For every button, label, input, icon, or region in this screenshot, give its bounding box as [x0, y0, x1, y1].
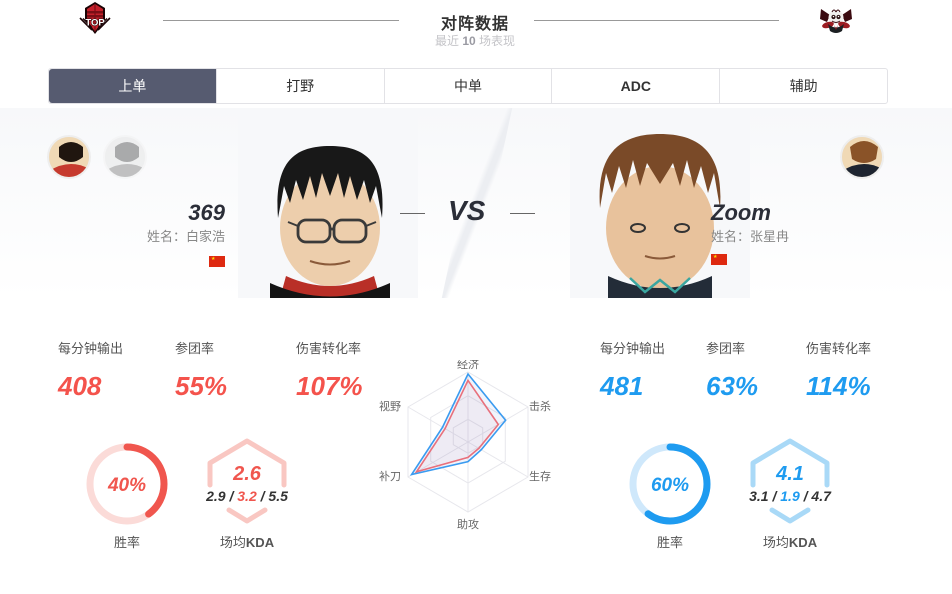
svg-text:TOP: TOP	[85, 18, 105, 29]
svg-text:补刀: 补刀	[379, 470, 401, 483]
svg-text:60%: 60%	[651, 475, 689, 496]
svg-text:击杀: 击杀	[529, 399, 551, 413]
svg-text:3.1 / 1.9 / 4.7: 3.1 / 1.9 / 4.7	[749, 488, 832, 504]
svg-text:经济: 经济	[457, 360, 479, 371]
svg-text:4.1: 4.1	[775, 463, 804, 485]
svg-text:视野: 视野	[379, 399, 401, 413]
svg-text:助攻: 助攻	[457, 517, 479, 531]
svg-text:2.9 / 3.2 / 5.5: 2.9 / 3.2 / 5.5	[205, 488, 288, 504]
svg-text:2.6: 2.6	[232, 463, 262, 485]
svg-text:生存: 生存	[529, 469, 551, 483]
svg-text:40%: 40%	[107, 475, 146, 496]
